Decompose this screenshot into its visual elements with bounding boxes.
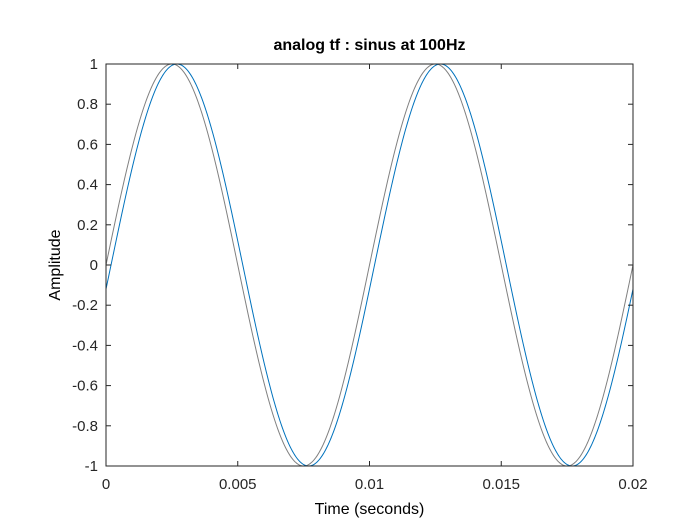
y-tick-label: 0.4 [77, 177, 98, 194]
chart-title: analog tf : sinus at 100Hz [273, 37, 465, 54]
x-tick-label: 0.01 [355, 476, 384, 493]
y-tick-label: -1 [85, 458, 98, 475]
plot-curves [105, 63, 634, 467]
x-tick-label: 0.015 [482, 476, 520, 493]
y-tick-label: 0.2 [77, 217, 98, 234]
x-tick-label: 0.02 [618, 476, 647, 493]
y-axis-label: Amplitude [47, 229, 64, 300]
axis-ticks: 0 0.005 0.01 0.015 0.02 -1 -0.8 -0.6 -0.4 -0.2 0 0.… [72, 56, 647, 493]
x-axis-label: Time (seconds) [315, 501, 425, 518]
series-line-1 [105, 63, 634, 467]
x-tick-label: 0.005 [219, 476, 257, 493]
series-line-2 [105, 63, 634, 467]
y-tick-label: -0.8 [72, 418, 98, 435]
y-tick-label: -0.4 [72, 337, 98, 354]
y-tick-label: -0.6 [72, 378, 98, 395]
y-tick-label: 0.8 [77, 96, 98, 113]
y-tick-label: 0 [90, 257, 98, 274]
y-tick-label: 1 [90, 56, 98, 73]
y-tick-label: -0.2 [72, 297, 98, 314]
x-tick-label: 0 [102, 476, 110, 493]
y-tick-label: 0.6 [77, 136, 98, 153]
